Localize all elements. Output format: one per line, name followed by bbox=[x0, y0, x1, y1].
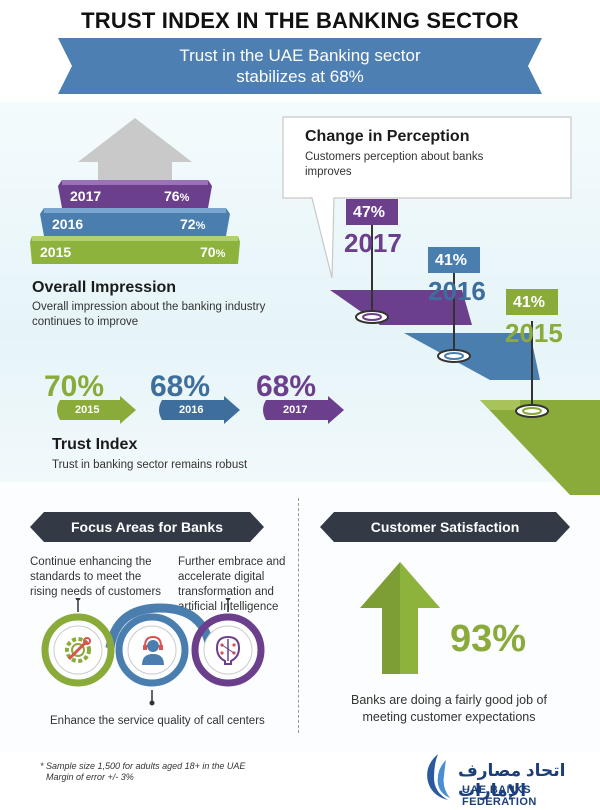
artificial-intelligence-icon bbox=[215, 635, 241, 665]
uae-banks-federation-logo-icon bbox=[427, 754, 450, 800]
page-title: TRUST INDEX IN THE BANKING SECTOR bbox=[81, 8, 519, 33]
focus-item-3-text: Enhance the service quality of call cent… bbox=[50, 715, 265, 727]
perception-value-2017: 47% bbox=[353, 204, 386, 221]
bar-value-2017: 76% bbox=[164, 188, 190, 204]
trust-index-arrows bbox=[57, 396, 344, 424]
logo-english-text: UAE BANKS FEDERATION bbox=[462, 784, 537, 808]
perception-ribbons bbox=[330, 199, 600, 495]
call-center-agent-icon bbox=[142, 635, 164, 665]
bar-year-2016: 2016 bbox=[52, 216, 84, 232]
overall-impression-title: Overall Impression bbox=[32, 279, 177, 296]
bar-value-2015: 70% bbox=[200, 244, 226, 260]
customer-satisfaction-description: Banks are doing a fairly good job of mee… bbox=[351, 693, 547, 724]
trust-index-value-2016: 68% bbox=[150, 370, 211, 403]
perception-year-2015: 2015 bbox=[505, 318, 563, 348]
perception-title: Change in Perception bbox=[305, 128, 470, 145]
sample-footnote: * Sample size 1,500 for adults aged 18+ … bbox=[40, 761, 246, 782]
bar-year-2015: 2015 bbox=[40, 244, 72, 260]
customer-satisfaction-heading-bg bbox=[320, 512, 570, 542]
overall-impression-graphic bbox=[30, 118, 240, 264]
perception-year-2017: 2017 bbox=[344, 228, 402, 258]
trust-index-description: Trust in banking sector remains robust bbox=[52, 459, 248, 471]
focus-areas-heading-bg bbox=[30, 512, 264, 542]
banner-line-2: stabilizes at 68% bbox=[236, 67, 364, 86]
up-arrow-icon bbox=[360, 562, 440, 674]
trust-index-value-2017: 68% bbox=[256, 370, 317, 403]
trust-index-year-2015: 2015 bbox=[75, 404, 100, 416]
bar-year-2017: 2017 bbox=[70, 188, 102, 204]
banner-line-1: Trust in the UAE Banking sector bbox=[179, 46, 421, 65]
section-divider bbox=[298, 498, 299, 733]
headline-banner bbox=[58, 38, 542, 94]
perception-value-2015: 41% bbox=[513, 294, 546, 311]
gear-wrench-icon bbox=[65, 637, 91, 663]
customer-satisfaction-heading: Customer Satisfaction bbox=[370, 519, 520, 535]
trust-index-year-2017: 2017 bbox=[283, 404, 308, 416]
bar-value-2016: 72% bbox=[180, 216, 206, 232]
logo-arabic-text: اتحاد مصارف الإمارات bbox=[458, 761, 566, 800]
perception-value-2016: 41% bbox=[435, 252, 468, 269]
headline-banner-text: Trust in the UAE Banking sector stabiliz… bbox=[58, 45, 542, 87]
trust-index-year-2016: 2016 bbox=[179, 404, 204, 416]
focus-areas-heading: Focus Areas for Banks bbox=[71, 519, 223, 535]
trust-index-title: Trust Index bbox=[52, 436, 138, 453]
focus-item-1-text: Continue enhancing the standards to meet… bbox=[30, 556, 162, 598]
overall-impression-description: Overall impression about the banking ind… bbox=[32, 301, 266, 328]
trust-index-value-2015: 70% bbox=[44, 370, 105, 403]
perception-description: Customers perception about banks improve… bbox=[305, 151, 484, 178]
perception-callout-box bbox=[282, 116, 572, 279]
customer-satisfaction-value: 93% bbox=[450, 618, 527, 660]
perception-year-2016: 2016 bbox=[428, 276, 486, 306]
